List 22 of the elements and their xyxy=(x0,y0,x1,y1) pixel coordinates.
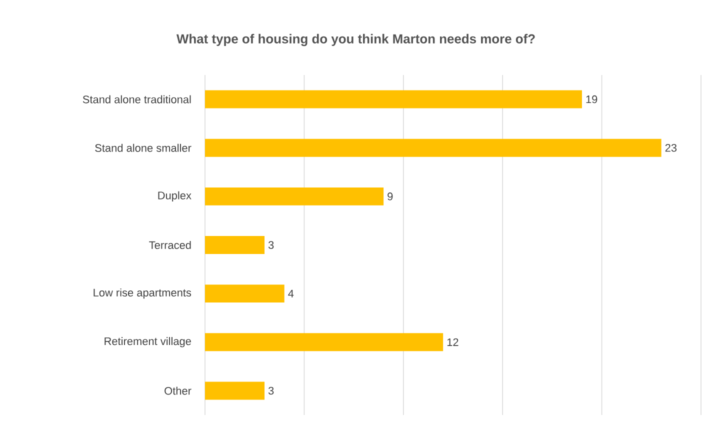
y-tick-label: Stand alone smaller xyxy=(95,144,192,152)
bar xyxy=(205,284,284,303)
y-tick-label: Other xyxy=(164,386,192,395)
data-label: 3 xyxy=(268,386,274,395)
bar xyxy=(205,236,265,254)
data-label: 23 xyxy=(665,144,677,152)
data-label: 12 xyxy=(447,338,458,346)
chart-title: What type of housing do you think Marton needs more of? xyxy=(176,34,535,46)
y-tick-label: Terraced xyxy=(149,240,191,250)
y-tick-label: Low rise apartments xyxy=(94,288,192,299)
y-tick-label: Stand alone traditional xyxy=(82,95,191,104)
data-label: 4 xyxy=(288,290,294,298)
bar xyxy=(205,138,662,157)
y-tick-label: Duplex xyxy=(158,191,192,202)
bar xyxy=(205,90,582,108)
bar xyxy=(205,187,384,206)
data-label: 9 xyxy=(388,192,393,200)
bar xyxy=(205,382,265,400)
bar xyxy=(205,333,444,352)
data-label: 3 xyxy=(268,241,274,249)
data-label: 19 xyxy=(586,95,598,104)
y-tick-label: Retirement village xyxy=(104,337,191,348)
